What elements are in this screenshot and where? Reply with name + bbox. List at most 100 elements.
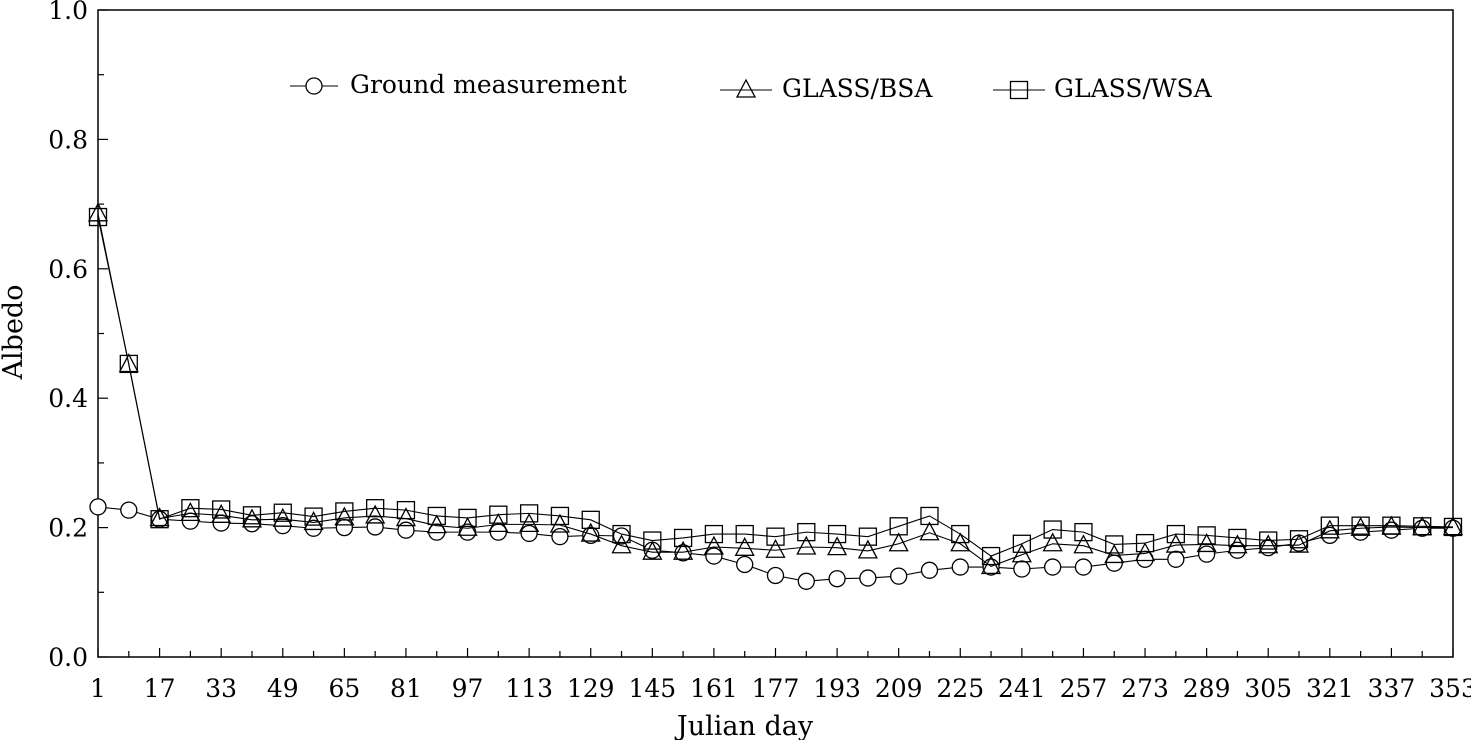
data-point (150, 510, 169, 529)
data-point (1013, 560, 1031, 578)
data-point (1290, 534, 1308, 552)
data-point (118, 353, 139, 373)
data-point (1228, 528, 1247, 548)
data-point (643, 531, 662, 550)
data-point (1443, 517, 1463, 537)
data-point (704, 524, 724, 544)
data-point (519, 512, 540, 533)
y-tick-label: 0.8 (48, 125, 88, 154)
legend-entry-glass-wsa: GLASS/WSA (993, 74, 1213, 103)
data-point (334, 506, 355, 526)
data-point (520, 524, 538, 543)
data-point (1442, 516, 1464, 536)
data-point (581, 510, 600, 529)
x-tick-label: 241 (998, 674, 1046, 703)
data-point (1105, 535, 1124, 554)
x-tick-label: 17 (144, 674, 176, 703)
x-tick-label: 289 (1183, 674, 1231, 703)
data-point (1166, 524, 1185, 544)
data-point (919, 521, 940, 541)
data-point (1258, 534, 1279, 554)
data-point (1289, 530, 1309, 549)
data-point (1351, 523, 1370, 541)
series-line (97, 213, 1453, 568)
data-point (857, 539, 878, 559)
y-tick-label: 1.0 (48, 0, 88, 25)
data-point (397, 521, 415, 539)
series-line (97, 216, 1454, 557)
legend-marker (1009, 80, 1029, 100)
data-point (951, 558, 969, 576)
data-point (212, 500, 231, 519)
data-point (1382, 516, 1401, 535)
plot-frame (97, 9, 1454, 658)
x-axis-title: Julian day (674, 711, 814, 740)
x-tick-label: 273 (1121, 674, 1169, 703)
data-point (1011, 543, 1032, 563)
data-point (1012, 534, 1032, 553)
data-point (888, 532, 909, 552)
data-point (335, 502, 354, 521)
data-point (580, 522, 601, 542)
data-point (489, 523, 507, 541)
data-point (489, 505, 508, 524)
data-point (736, 555, 754, 574)
series-layer (87, 202, 1464, 590)
y-tick-label: 0.6 (48, 255, 88, 284)
data-point (797, 572, 815, 590)
data-point (1073, 534, 1094, 554)
y-axis-title: Albedo (0, 285, 29, 381)
data-point (1288, 533, 1310, 553)
data-point (551, 528, 569, 546)
data-point (303, 511, 324, 531)
data-point (643, 541, 661, 559)
data-point (1167, 550, 1185, 568)
data-point (705, 547, 723, 565)
data-point (366, 499, 385, 518)
data-point (797, 522, 816, 542)
data-point (1321, 526, 1339, 545)
data-point (612, 524, 631, 544)
x-tick-label: 337 (1368, 674, 1416, 703)
data-point (1350, 516, 1371, 536)
x-tick-label: 353 (1429, 674, 1471, 703)
data-point (550, 506, 570, 526)
data-point (1351, 516, 1370, 535)
data-point (180, 501, 201, 522)
x-tick-label: 321 (1306, 674, 1354, 703)
data-point (366, 518, 384, 536)
data-point (858, 527, 878, 546)
x-tick-label: 97 (452, 674, 484, 703)
data-point (827, 536, 848, 556)
x-tick-label: 209 (875, 674, 923, 703)
series-ground-measurement (89, 498, 1462, 590)
data-point (1382, 521, 1401, 539)
data-point (1319, 519, 1340, 539)
data-point (735, 524, 754, 544)
x-tick-label: 145 (628, 674, 676, 703)
data-point (88, 207, 108, 227)
data-point (765, 538, 786, 558)
data-point (519, 504, 539, 523)
data-point (549, 513, 571, 533)
data-point (673, 528, 693, 548)
data-point (859, 569, 877, 587)
data-point (365, 504, 386, 524)
legend-entry-ground-measurement: Ground measurement (290, 70, 627, 99)
data-point (766, 527, 785, 546)
data-point (1196, 533, 1217, 553)
legend-label: Ground measurement (350, 70, 627, 99)
legend-entry-glass-bsa: GLASS/BSA (720, 74, 933, 103)
data-point (1320, 516, 1339, 535)
data-point (766, 566, 785, 585)
data-point (611, 534, 632, 554)
legend-label: GLASS/BSA (782, 74, 933, 103)
data-point (242, 506, 262, 525)
data-point (395, 507, 417, 527)
data-point (1074, 522, 1093, 542)
data-point (827, 524, 847, 544)
data-point (642, 540, 663, 560)
data-point (272, 507, 293, 527)
x-tick-label: 33 (205, 674, 237, 703)
